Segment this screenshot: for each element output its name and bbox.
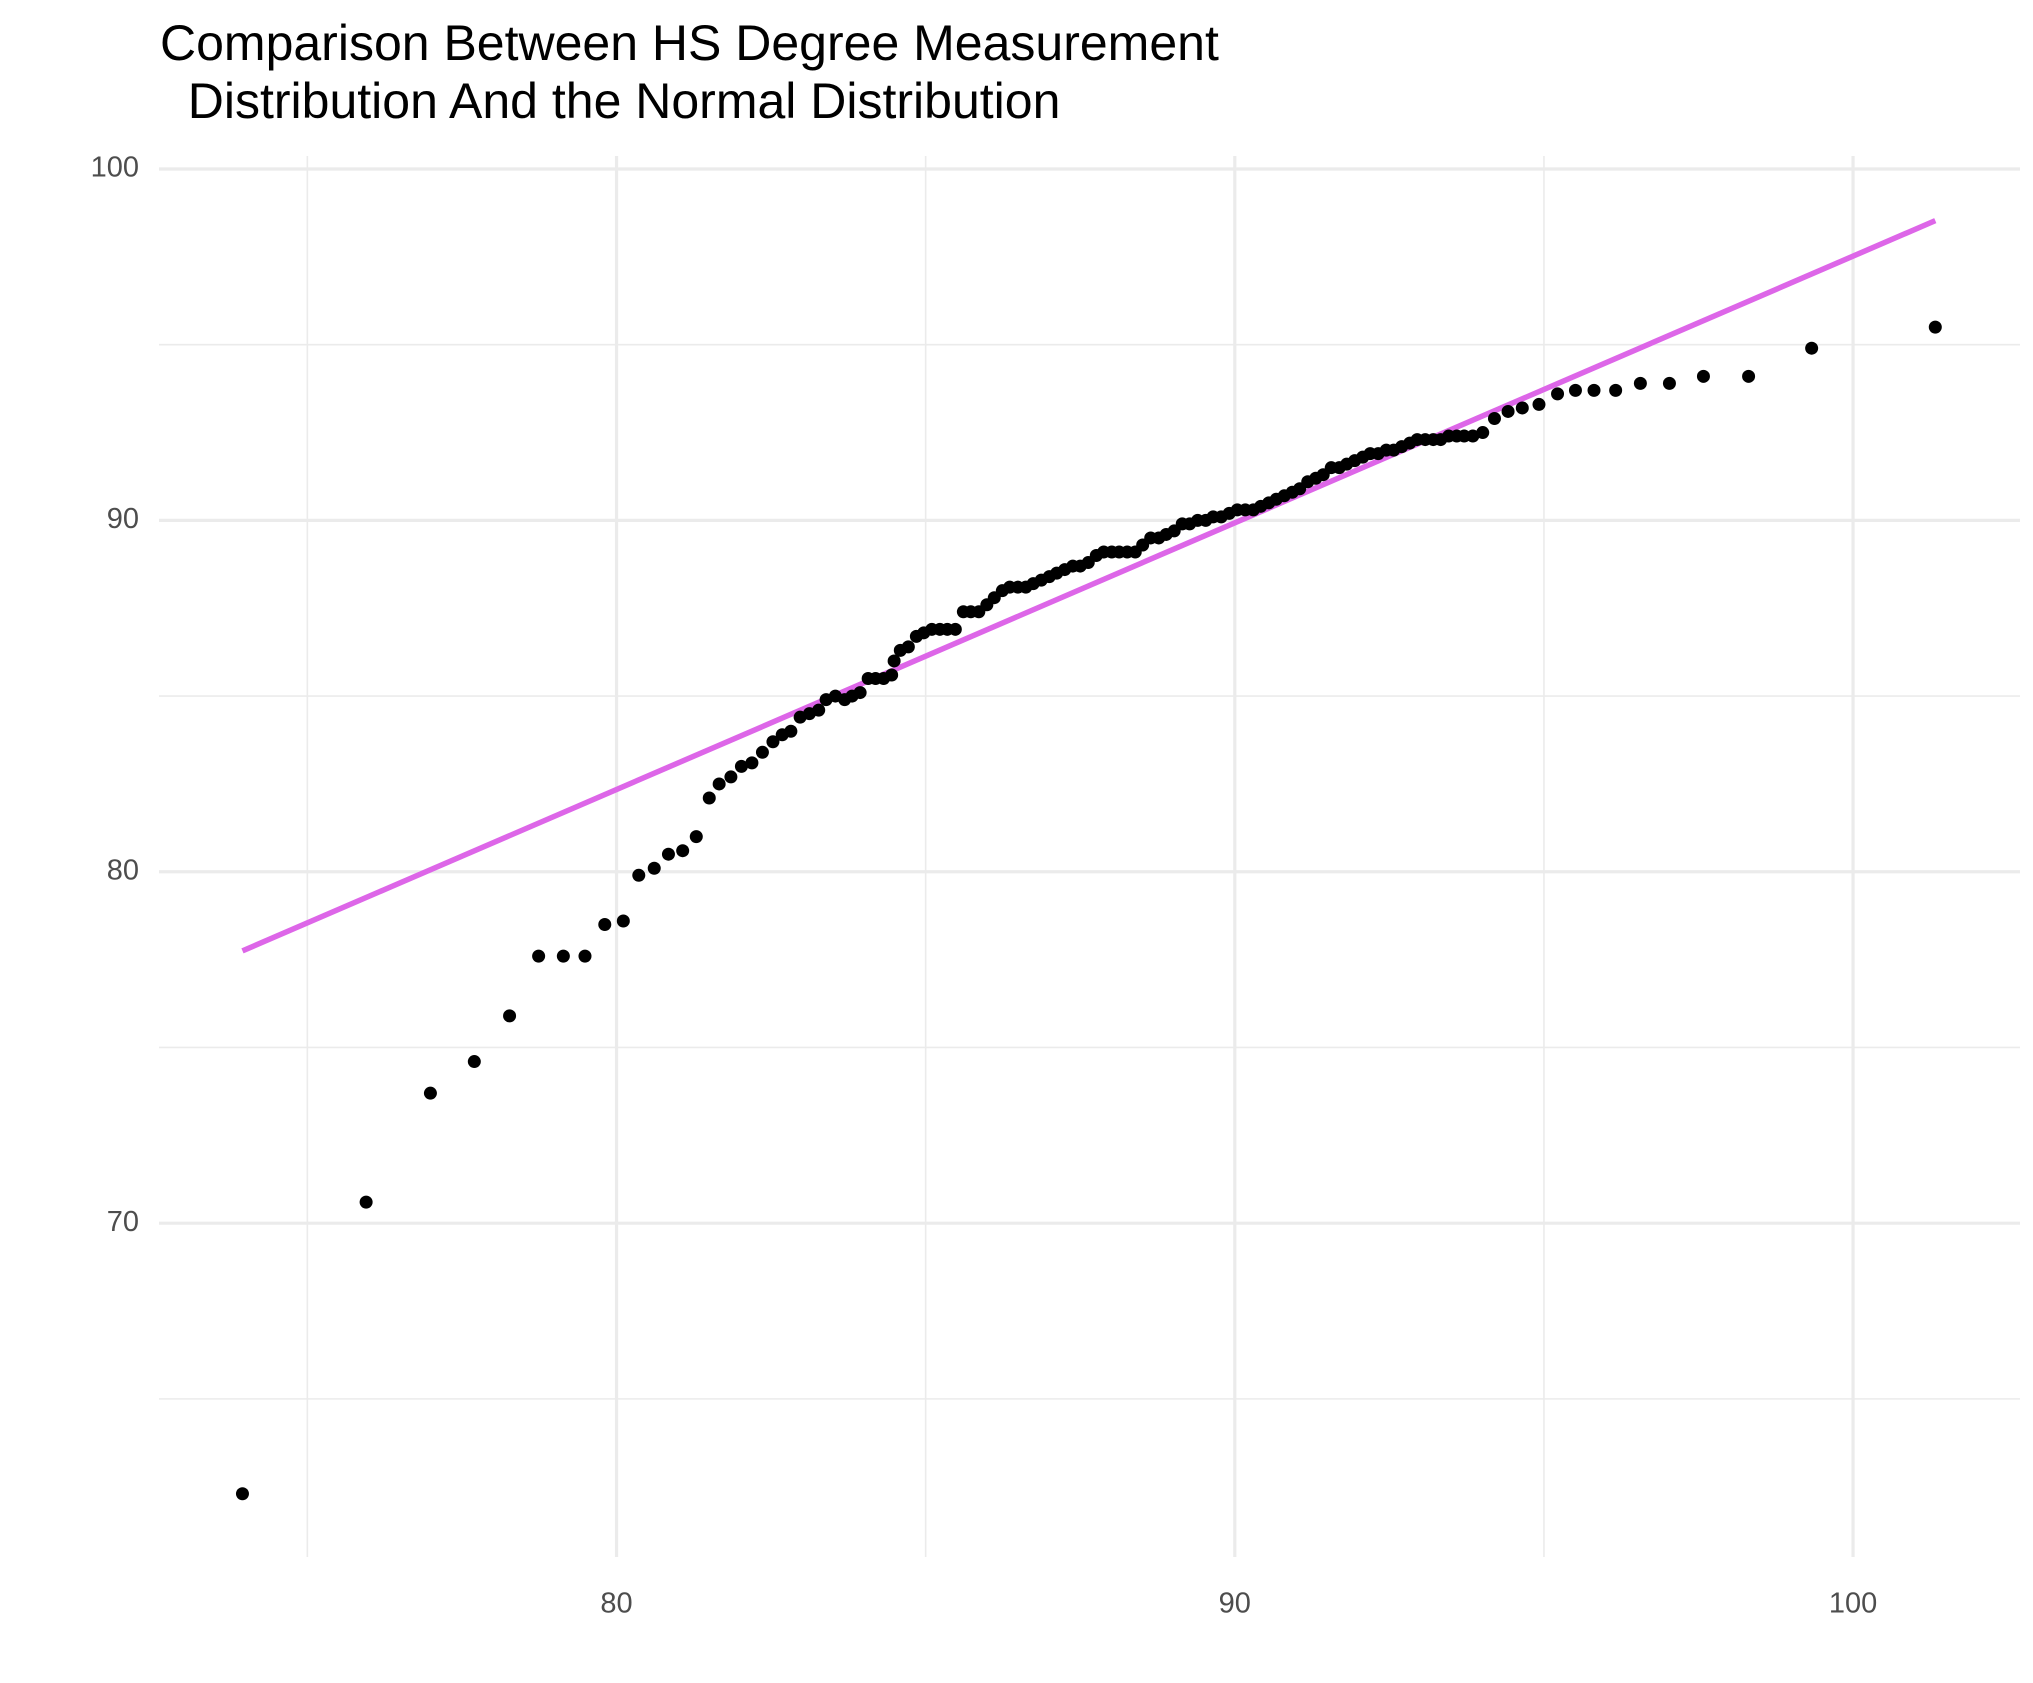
point — [1551, 387, 1565, 401]
chart-title: Comparison Between HS Degree Measurement… — [160, 15, 1219, 129]
x-tick-label: 90 — [1219, 1588, 1251, 1620]
point — [359, 1195, 373, 1209]
point — [689, 830, 703, 844]
point — [901, 640, 915, 654]
point — [235, 1487, 249, 1501]
point — [724, 770, 738, 784]
point — [734, 759, 748, 773]
point — [1568, 383, 1582, 397]
x-tick-label: 100 — [1829, 1588, 1877, 1620]
point — [661, 847, 675, 861]
point — [1928, 320, 1942, 334]
point — [676, 844, 690, 858]
point — [755, 745, 769, 759]
point — [853, 686, 867, 700]
point — [632, 868, 646, 882]
point — [1742, 369, 1756, 383]
point — [647, 861, 661, 875]
point — [598, 917, 612, 931]
point — [1532, 397, 1546, 411]
point — [745, 756, 759, 770]
point — [1587, 383, 1601, 397]
point — [578, 949, 592, 963]
point — [467, 1055, 481, 1069]
y-tick-label: 100 — [91, 152, 139, 184]
point — [1662, 376, 1676, 390]
point — [423, 1086, 437, 1100]
point — [1501, 404, 1515, 418]
point — [1609, 383, 1623, 397]
y-tick-label: 80 — [107, 854, 139, 886]
x-tick-label: 80 — [600, 1588, 632, 1620]
point — [1487, 411, 1501, 425]
point — [766, 735, 780, 749]
point — [885, 668, 899, 682]
point — [1476, 426, 1490, 440]
point — [1805, 341, 1819, 355]
point — [887, 654, 901, 668]
point — [616, 914, 630, 928]
point — [556, 949, 570, 963]
point — [702, 791, 716, 805]
point — [532, 949, 546, 963]
point — [948, 622, 962, 636]
reference-line — [241, 218, 1937, 954]
point — [503, 1009, 517, 1023]
y-tick-label: 70 — [107, 1206, 139, 1238]
point — [1633, 376, 1647, 390]
point — [1466, 429, 1480, 443]
point — [1515, 401, 1529, 415]
point — [1696, 369, 1710, 383]
point — [784, 724, 798, 738]
y-tick-label: 90 — [107, 503, 139, 535]
point — [712, 777, 726, 791]
point — [812, 703, 826, 717]
